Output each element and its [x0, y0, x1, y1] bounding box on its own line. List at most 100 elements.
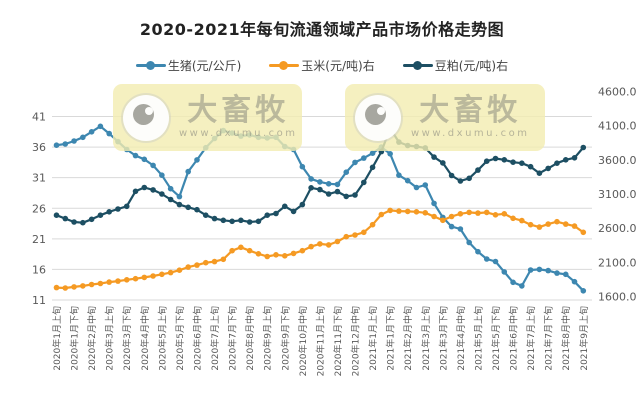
series-point — [202, 259, 209, 266]
series-point — [264, 135, 271, 141]
series-point — [150, 162, 156, 169]
series-point — [422, 210, 429, 216]
series-point — [334, 238, 341, 245]
series-point — [132, 275, 139, 282]
x-axis-label: 2020年3月下旬 — [121, 306, 133, 371]
series-point — [492, 258, 499, 265]
series-point — [106, 209, 112, 215]
right-axis-tick-label: 4600.0 — [598, 86, 637, 99]
series-point — [317, 179, 323, 185]
series-point — [238, 217, 244, 224]
series-point — [387, 207, 393, 214]
x-axis-label: 2021年9月上旬 — [578, 306, 590, 371]
series-point — [510, 215, 516, 222]
x-axis-label: 2020年10月中旬 — [297, 306, 309, 376]
series-point — [554, 160, 560, 166]
series-point — [325, 242, 332, 248]
x-axis-label: 2021年5月下旬 — [490, 306, 502, 371]
series-point — [185, 168, 191, 175]
legend-marker-line-dot-icon — [135, 61, 166, 71]
series-point — [62, 215, 69, 222]
series-point — [211, 258, 218, 265]
series-point — [492, 155, 499, 162]
series-point — [571, 155, 578, 161]
legend-marker-line-dot-icon — [269, 61, 300, 71]
series-point — [501, 269, 508, 275]
series-point — [413, 184, 420, 191]
series-point — [404, 142, 411, 149]
series-point — [457, 226, 464, 232]
left-axis-tick-label: 36 — [32, 141, 46, 154]
series-point — [159, 271, 165, 278]
left-axis-tick-label: 21 — [32, 233, 46, 246]
x-axis-label: 2021年3月上旬 — [420, 306, 432, 371]
series-point — [167, 196, 174, 203]
series-point — [352, 192, 358, 198]
series-point — [352, 232, 358, 238]
chart-legend: 生猪(元/公斤) 玉米(元/吨)右 豆粕(元/吨)右 — [0, 57, 644, 74]
series-point — [554, 218, 560, 225]
series-point — [202, 212, 209, 218]
series-point — [185, 264, 191, 270]
legend-item-pig[interactable]: 生猪(元/公斤) — [135, 57, 242, 74]
series-point — [246, 247, 253, 254]
series-point — [115, 206, 121, 212]
series-point — [545, 165, 551, 172]
x-axis-label: 2020年9月下旬 — [279, 306, 291, 371]
x-axis-label: 2021年6月中旬 — [508, 306, 520, 371]
series-point — [88, 216, 95, 223]
series-point — [404, 177, 411, 184]
series-point — [352, 159, 358, 166]
right-axis-tick-label: 2100.0 — [598, 256, 637, 269]
series-point — [404, 208, 411, 215]
series-point — [150, 187, 156, 193]
series-point — [536, 224, 543, 230]
series-point — [299, 163, 306, 170]
right-axis-tick-label: 2600.0 — [598, 222, 637, 235]
series-point — [501, 211, 508, 217]
page-title: 2020-2021年每旬流通领域产品市场价格走势图 — [139, 20, 505, 39]
series-point — [510, 159, 516, 165]
series-point — [440, 160, 446, 166]
series-point — [448, 213, 455, 220]
series-point — [273, 134, 279, 141]
series-point — [343, 169, 350, 175]
x-axis-label: 2021年4月中旬 — [455, 306, 467, 371]
series-point — [159, 172, 165, 178]
legend-label-corn: 玉米(元/吨)右 — [301, 59, 375, 73]
series-point — [396, 172, 402, 178]
series-point — [264, 212, 271, 218]
series-point — [519, 217, 525, 224]
x-axis-label: 2021年1月下旬 — [385, 306, 397, 371]
series-point — [88, 281, 95, 288]
series-point — [571, 278, 578, 285]
series-point — [290, 146, 297, 153]
series-point — [440, 217, 446, 224]
series-point — [97, 280, 104, 287]
series-point — [369, 221, 376, 228]
series-point — [194, 206, 200, 213]
series-point — [519, 283, 525, 289]
series-point — [255, 251, 262, 257]
series-point — [246, 132, 253, 138]
series-point — [255, 134, 262, 141]
series-point — [255, 218, 262, 225]
legend-item-soybean-meal[interactable]: 豆粕(元/吨)右 — [402, 57, 508, 74]
legend-label-pig: 生猪(元/公斤) — [167, 59, 242, 73]
series-point — [185, 204, 191, 211]
series-point — [229, 218, 235, 225]
series-point — [562, 271, 569, 278]
series-point — [369, 150, 376, 156]
series-point — [308, 243, 314, 250]
series-point — [457, 211, 464, 217]
left-axis-tick-label: 31 — [32, 172, 46, 185]
x-axis-label: 2021年5月上旬 — [472, 306, 484, 371]
legend-item-corn[interactable]: 玉米(元/吨)右 — [269, 57, 375, 74]
series-point — [159, 191, 165, 197]
series-point — [562, 221, 569, 227]
series-point — [246, 219, 253, 225]
series-point — [176, 267, 183, 274]
series-point — [115, 138, 121, 145]
